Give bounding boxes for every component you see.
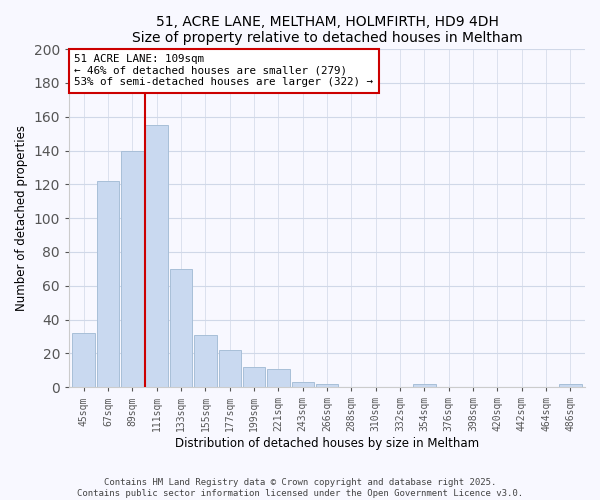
Bar xyxy=(292,382,314,387)
Bar xyxy=(413,384,436,387)
Bar xyxy=(97,181,119,387)
Title: 51, ACRE LANE, MELTHAM, HOLMFIRTH, HD9 4DH
Size of property relative to detached: 51, ACRE LANE, MELTHAM, HOLMFIRTH, HD9 4… xyxy=(131,15,523,45)
Text: Contains HM Land Registry data © Crown copyright and database right 2025.
Contai: Contains HM Land Registry data © Crown c… xyxy=(77,478,523,498)
Bar xyxy=(194,335,217,387)
Bar xyxy=(267,368,290,387)
Bar xyxy=(243,367,265,387)
Text: 51 ACRE LANE: 109sqm
← 46% of detached houses are smaller (279)
53% of semi-deta: 51 ACRE LANE: 109sqm ← 46% of detached h… xyxy=(74,54,373,88)
Bar xyxy=(218,350,241,387)
X-axis label: Distribution of detached houses by size in Meltham: Distribution of detached houses by size … xyxy=(175,437,479,450)
Bar xyxy=(316,384,338,387)
Bar xyxy=(145,125,168,387)
Bar xyxy=(170,269,192,387)
Bar xyxy=(73,333,95,387)
Bar xyxy=(559,384,581,387)
Bar xyxy=(121,150,143,387)
Y-axis label: Number of detached properties: Number of detached properties xyxy=(15,125,28,311)
